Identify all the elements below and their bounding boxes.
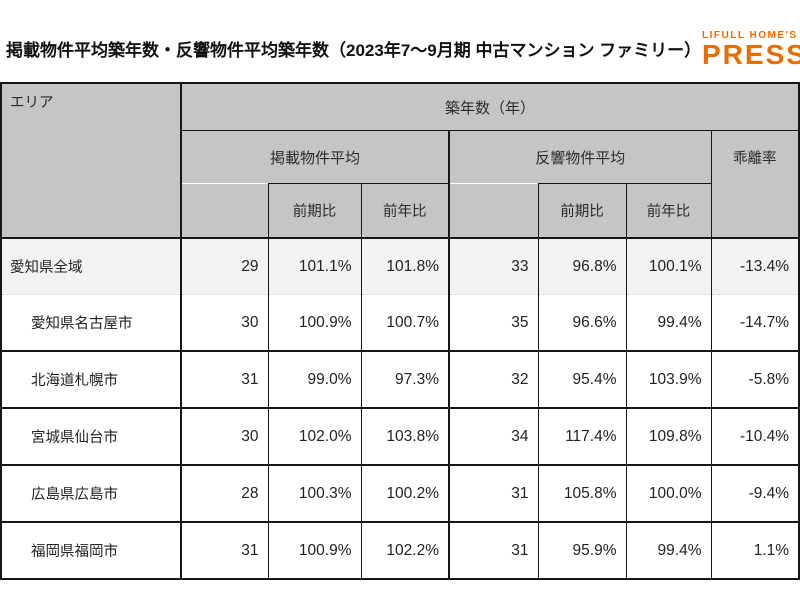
response-age-cell: 31 (448, 521, 539, 580)
response-qoq-cell: 105.8% (537, 464, 627, 523)
response-yoy-cell: 100.1% (625, 237, 712, 295)
table-row-hiroshima: 広島県広島市 28 100.3% 100.2% 31 105.8% 100.0%… (0, 464, 800, 523)
header-deviation-rate: 乖離率 (710, 130, 800, 239)
header-response-average: 反響物件平均 (448, 130, 712, 184)
response-qoq-cell: 95.4% (537, 350, 627, 409)
table-row-fukuoka: 福岡県福岡市 31 100.9% 102.2% 31 95.9% 99.4% 1… (0, 521, 800, 580)
deviation-cell: -9.4% (710, 464, 800, 523)
listed-age-cell: 31 (180, 350, 269, 409)
listed-age-cell: 28 (180, 464, 269, 523)
response-yoy-cell: 100.0% (625, 464, 712, 523)
response-qoq-cell: 96.8% (537, 237, 627, 295)
header-response-qoq: 前期比 (537, 183, 627, 239)
logo-brand-text: LIFULL HOME'S (702, 30, 798, 41)
listed-yoy-cell: 102.2% (360, 521, 450, 580)
response-qoq-cell: 117.4% (537, 407, 627, 466)
logo-press-text: PRESS (702, 39, 800, 70)
response-qoq-cell: 95.9% (537, 521, 627, 580)
area-cell: 宮城県仙台市 (0, 407, 182, 466)
listed-yoy-cell: 100.7% (360, 294, 450, 352)
page-title: 掲載物件平均築年数・反響物件平均築年数（2023年7～9月期 中古マンション フ… (6, 41, 702, 60)
deviation-cell: 1.1% (710, 521, 800, 580)
listed-yoy-cell: 103.8% (360, 407, 450, 466)
header-area: エリア (0, 82, 182, 239)
response-age-cell: 34 (448, 407, 539, 466)
header-building-age: 築年数（年） (179, 82, 800, 131)
logo-press-line: PRESS (702, 39, 800, 70)
header-response-yoy: 前年比 (625, 183, 712, 239)
listed-age-cell: 31 (180, 521, 269, 580)
listed-age-cell: 30 (180, 294, 269, 352)
listed-yoy-cell: 101.8% (360, 237, 450, 295)
response-qoq-cell: 96.6% (537, 294, 627, 352)
area-cell: 愛知県全域 (0, 237, 182, 295)
deviation-cell: -13.4% (710, 237, 800, 295)
response-yoy-cell: 103.9% (625, 350, 712, 409)
response-age-cell: 31 (448, 464, 539, 523)
area-cell: 福岡県福岡市 (0, 521, 182, 580)
response-yoy-cell: 109.8% (625, 407, 712, 466)
area-cell: 北海道札幌市 (0, 350, 182, 409)
header-listed-yoy: 前年比 (360, 183, 450, 239)
area-cell: 広島県広島市 (0, 464, 182, 523)
deviation-cell: -10.4% (710, 407, 800, 466)
header-response-age-spacer (448, 183, 539, 239)
listed-yoy-cell: 100.2% (360, 464, 450, 523)
response-age-cell: 35 (448, 294, 539, 352)
table-row-nagoya: 愛知県名古屋市 30 100.9% 100.7% 35 96.6% 99.4% … (0, 294, 800, 352)
header-listed-qoq: 前期比 (267, 183, 362, 239)
lifull-homes-press-logo: LIFULL HOME'S PRESS (702, 30, 800, 70)
response-yoy-cell: 99.4% (625, 294, 712, 352)
building-age-table: エリア 築年数（年） 掲載物件平均 反響物件平均 乖離率 前期比 前年比 前期比… (0, 82, 800, 580)
table-row-sendai: 宮城県仙台市 30 102.0% 103.8% 34 117.4% 109.8%… (0, 407, 800, 466)
header-listed-average: 掲載物件平均 (180, 130, 450, 184)
listed-age-cell: 29 (180, 237, 269, 295)
table-row-sapporo: 北海道札幌市 31 99.0% 97.3% 32 95.4% 103.9% -5… (0, 350, 800, 409)
listed-yoy-cell: 97.3% (360, 350, 450, 409)
deviation-cell: -14.7% (710, 294, 800, 352)
listed-qoq-cell: 100.9% (267, 521, 362, 580)
listed-age-cell: 30 (180, 407, 269, 466)
listed-qoq-cell: 100.9% (267, 294, 362, 352)
listed-qoq-cell: 100.3% (267, 464, 362, 523)
listed-qoq-cell: 102.0% (267, 407, 362, 466)
area-cell: 愛知県名古屋市 (0, 294, 182, 352)
response-age-cell: 33 (448, 237, 539, 295)
response-yoy-cell: 99.4% (625, 521, 712, 580)
listed-qoq-cell: 101.1% (267, 237, 362, 295)
listed-qoq-cell: 99.0% (267, 350, 362, 409)
table-row-aichi-all: 愛知県全域 29 101.1% 101.8% 33 96.8% 100.1% -… (0, 237, 800, 295)
response-age-cell: 32 (448, 350, 539, 409)
deviation-cell: -5.8% (710, 350, 800, 409)
header-listed-age-spacer (180, 183, 269, 239)
